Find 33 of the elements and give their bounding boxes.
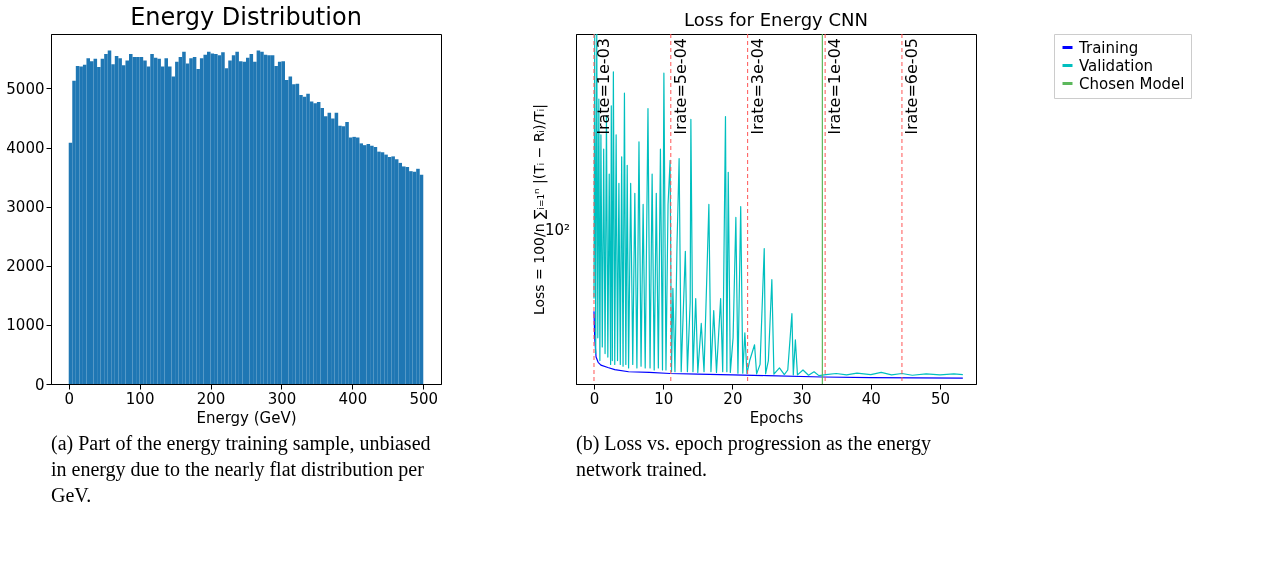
x-tick-label: 50 [930, 389, 951, 408]
x-tick-label: 10 [654, 389, 674, 408]
annotation: lrate=5e-04 [670, 38, 690, 135]
legend-label: Chosen Model [1079, 74, 1185, 93]
x-tick-label: 0 [589, 389, 600, 408]
y-tick-label: 3000 [6, 198, 45, 217]
legend-label: Training [1078, 38, 1139, 57]
y-tick-label: 1000 [6, 316, 45, 335]
x-tick-label: 30 [792, 389, 812, 408]
x-tick-label: 0 [64, 389, 74, 408]
x-tick-label: 20 [723, 389, 743, 408]
annotation: lrate=1e-03 [593, 38, 613, 135]
annotation: lrate=6e-05 [901, 38, 921, 135]
y-tick-label: 0 [34, 375, 45, 394]
x-tick-label: 100 [125, 389, 155, 408]
annotation: lrate=3e-04 [747, 38, 767, 135]
annotation: lrate=1e-04 [825, 38, 845, 135]
x-tick-label: 200 [196, 389, 226, 408]
x-tick-label: 300 [267, 389, 297, 408]
text: (b) Loss vs. epoch progression as the energy network trained. [576, 432, 932, 480]
y-tick-label: 5000 [6, 79, 45, 98]
x-axis-title: Epochs [749, 408, 804, 427]
y-tick-label: 4000 [6, 139, 45, 158]
x-tick-label: 400 [338, 389, 368, 408]
chart-title: Loss for Energy CNN [684, 8, 868, 30]
chart-title: Energy Distribution [130, 3, 362, 31]
x-tick-label: 40 [861, 389, 881, 408]
y-tick-label: 2000 [6, 257, 45, 276]
legend-label: Validation [1079, 56, 1154, 75]
x-tick-label: 500 [409, 389, 439, 408]
x-axis-title: Energy (GeV) [196, 408, 297, 427]
text: 10² [544, 221, 570, 239]
text: (a) Part of the energy training sample, unbiased in energy due to the nearly flat distribution per GeV. [51, 432, 431, 506]
